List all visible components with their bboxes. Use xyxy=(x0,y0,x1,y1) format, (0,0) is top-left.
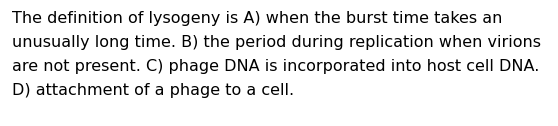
Text: The definition of lysogeny is A) when the burst time takes an
unusually long tim: The definition of lysogeny is A) when th… xyxy=(12,11,541,98)
